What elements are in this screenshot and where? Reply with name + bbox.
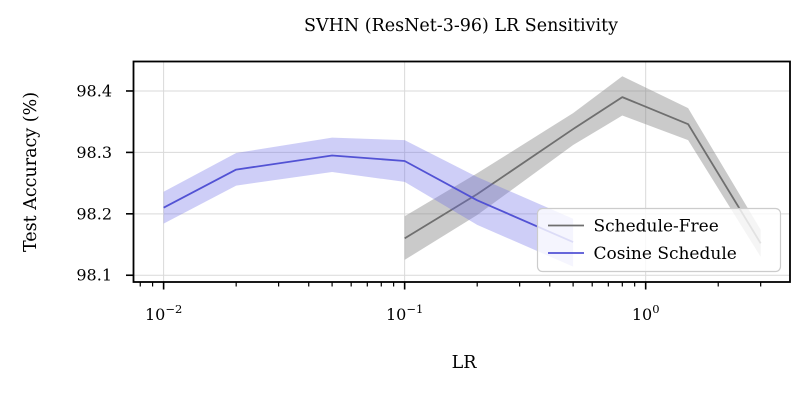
plot-spines xyxy=(132,60,791,283)
x-tick-label: 10−2 xyxy=(145,302,182,324)
y-tick-label: 98.1 xyxy=(76,266,112,285)
series-band-cosine-schedule xyxy=(163,137,574,267)
series-line-schedule-free xyxy=(404,96,762,244)
y-axis-label: Test Accuracy (%) xyxy=(21,92,41,252)
legend-label-schedule-free: Schedule-Free xyxy=(594,217,719,237)
x-tick-label: 10−1 xyxy=(386,302,423,324)
x-tick-label: 100 xyxy=(632,302,660,324)
y-tick-label: 98.2 xyxy=(76,204,112,223)
legend-label-cosine-schedule: Cosine Schedule xyxy=(594,244,737,264)
y-tick-label: 98.4 xyxy=(76,81,112,100)
series-band-schedule-free xyxy=(404,76,761,260)
x-axis-label: LR xyxy=(452,353,478,373)
series-layer xyxy=(163,76,762,267)
legend: Schedule-Free Cosine Schedule xyxy=(536,207,782,273)
axis-layer: 10−2 10−1 100 98.1 98.2 98.3 98.4 xyxy=(76,60,791,324)
grid-layer xyxy=(133,61,790,282)
y-tick-label: 98.3 xyxy=(76,143,112,162)
series-line-cosine-schedule xyxy=(163,154,574,243)
legend-box xyxy=(536,207,782,273)
chart-title: SVHN (ResNet-3-96) LR Sensitivity xyxy=(304,16,618,36)
